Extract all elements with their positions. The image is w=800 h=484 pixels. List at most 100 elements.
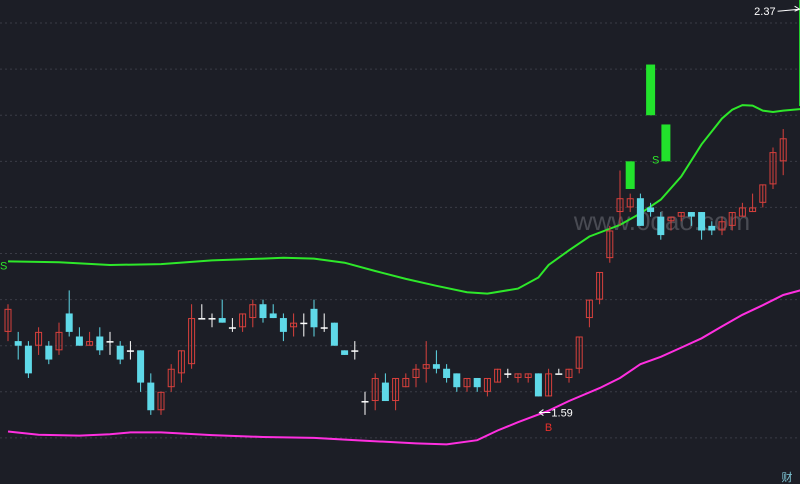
candle-body	[198, 318, 206, 320]
candle	[514, 373, 522, 383]
candle	[759, 184, 767, 208]
candle	[188, 304, 196, 369]
candle	[14, 331, 22, 360]
candle-body	[300, 322, 308, 325]
candle-body	[483, 377, 491, 392]
buy-signal-label: B	[545, 422, 552, 434]
candle	[45, 341, 53, 365]
candle-layer	[4, 129, 787, 415]
candle	[249, 299, 257, 328]
candle-body	[575, 336, 583, 369]
candle-body	[759, 184, 767, 203]
candle-body	[443, 368, 451, 378]
candle	[606, 225, 614, 263]
candle	[269, 304, 277, 319]
candle-body	[157, 391, 165, 411]
candle-body	[208, 318, 216, 320]
candle	[687, 212, 695, 226]
candle-body	[432, 364, 440, 369]
candle-body	[698, 212, 706, 231]
candle-body	[177, 350, 185, 374]
candle-body	[371, 377, 379, 402]
candle-body	[738, 207, 746, 217]
candle-body	[65, 313, 73, 332]
candle-body	[565, 368, 573, 378]
candle-body	[494, 368, 502, 383]
candle	[361, 391, 369, 415]
candle	[647, 202, 655, 217]
candle	[341, 350, 349, 355]
candle-body	[402, 377, 410, 388]
candle	[116, 341, 124, 365]
candle	[290, 313, 298, 337]
candle	[483, 377, 491, 397]
candle	[279, 313, 287, 342]
candle	[534, 373, 542, 397]
candle-body	[728, 212, 736, 226]
candle-body	[636, 198, 644, 226]
candle	[636, 193, 644, 226]
candle	[473, 377, 481, 392]
candle-body	[606, 230, 614, 259]
candle-body	[616, 198, 624, 213]
candle-body	[290, 322, 298, 328]
sell-signal-label-left: S	[0, 261, 7, 273]
candle	[779, 129, 787, 176]
candle	[677, 212, 685, 222]
candle	[259, 299, 267, 323]
candle	[4, 304, 12, 342]
candle-body	[228, 327, 236, 329]
candle	[106, 331, 114, 355]
candle-body	[381, 382, 389, 402]
candle	[769, 147, 777, 189]
candle	[616, 170, 624, 226]
candle	[708, 221, 716, 236]
signal-bar	[646, 64, 656, 116]
candle-body	[667, 216, 675, 222]
candle-body	[473, 377, 481, 388]
candle	[443, 364, 451, 383]
high-price-label: 2.37	[754, 6, 775, 18]
band-layer	[7, 104, 800, 446]
candle-body	[320, 327, 328, 329]
lower-band-line	[7, 289, 800, 446]
candle	[657, 212, 665, 240]
candle	[738, 202, 746, 217]
candle	[65, 290, 73, 337]
candle	[147, 373, 155, 415]
candle	[565, 368, 573, 383]
candle	[24, 341, 32, 378]
candle-body	[218, 318, 226, 323]
candle-body	[310, 308, 318, 328]
candle	[575, 336, 583, 374]
upper-band-line	[7, 104, 800, 295]
candle-body	[341, 350, 349, 355]
candle	[86, 331, 94, 346]
candle	[198, 304, 206, 320]
candle-body	[514, 373, 522, 378]
candle-body	[412, 368, 420, 378]
candle	[402, 373, 410, 388]
candle-body	[239, 313, 247, 328]
candle	[453, 373, 461, 392]
candle-body	[106, 341, 114, 343]
candle-body	[626, 198, 634, 208]
candle	[167, 364, 175, 392]
candle-body	[422, 364, 430, 369]
candle-body	[126, 350, 134, 352]
candle	[432, 350, 440, 374]
candle	[218, 299, 226, 323]
candle-body	[749, 207, 757, 213]
candle-body	[555, 373, 563, 375]
candle	[300, 313, 308, 337]
candle-body	[116, 345, 124, 360]
candle-body	[392, 377, 400, 402]
candle-body	[137, 350, 145, 383]
candle	[310, 299, 318, 337]
candle	[381, 373, 389, 402]
candle	[718, 216, 726, 236]
candle	[177, 350, 185, 383]
candle	[126, 341, 134, 360]
candle-body	[24, 345, 32, 374]
